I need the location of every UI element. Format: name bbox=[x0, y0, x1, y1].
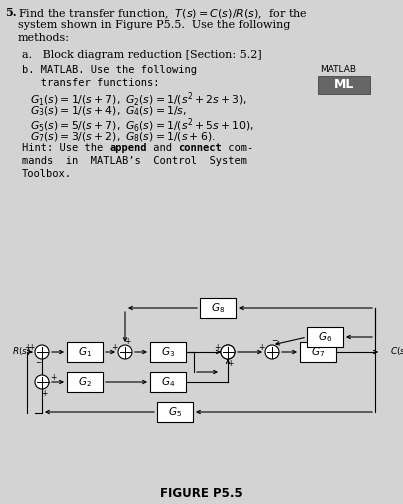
Text: $G_1$: $G_1$ bbox=[78, 345, 92, 359]
Text: Hint: Use the: Hint: Use the bbox=[22, 143, 110, 153]
Text: $G_7(s) = 3/(s + 2),\ G_8(s) = 1/(s + 6).$: $G_7(s) = 3/(s + 2),\ G_8(s) = 1/(s + 6)… bbox=[30, 130, 216, 144]
Text: $G_3(s) = 1/(s + 4),\ G_4(s) = 1/s,$: $G_3(s) = 1/(s + 4),\ G_4(s) = 1/s,$ bbox=[30, 104, 187, 117]
Text: a.   Block diagram reduction [Section: 5.2]: a. Block diagram reduction [Section: 5.2… bbox=[22, 50, 262, 60]
Text: +: + bbox=[124, 337, 130, 346]
Bar bbox=[157, 402, 193, 422]
Text: $G_6$: $G_6$ bbox=[318, 330, 332, 344]
Text: 5.: 5. bbox=[5, 7, 17, 18]
Text: +: + bbox=[50, 373, 56, 383]
Text: Toolbox.: Toolbox. bbox=[22, 169, 72, 179]
Circle shape bbox=[265, 345, 279, 359]
Text: system shown in Figure P5.5.  Use the following: system shown in Figure P5.5. Use the fol… bbox=[18, 20, 291, 30]
Text: $G_4$: $G_4$ bbox=[161, 375, 175, 389]
Text: $R(s)$: $R(s)$ bbox=[12, 345, 31, 357]
Bar bbox=[307, 327, 343, 347]
Bar bbox=[67, 372, 103, 392]
Text: MATLAB: MATLAB bbox=[320, 65, 356, 74]
Text: $G_7$: $G_7$ bbox=[311, 345, 325, 359]
Circle shape bbox=[118, 345, 132, 359]
Text: +: + bbox=[41, 389, 47, 398]
Text: +: + bbox=[227, 358, 233, 367]
Text: ML: ML bbox=[334, 79, 354, 92]
Text: Find the transfer function,  $T(s) = C(s)/R(s)$,  for the: Find the transfer function, $T(s) = C(s)… bbox=[18, 7, 307, 21]
Text: +: + bbox=[258, 344, 264, 352]
Text: com-: com- bbox=[222, 143, 253, 153]
Text: $G_1(s) = 1/(s + 7),\ G_2(s) = 1/(s^2 + 2s + 3),$: $G_1(s) = 1/(s + 7),\ G_2(s) = 1/(s^2 + … bbox=[30, 91, 247, 109]
Bar bbox=[318, 76, 370, 94]
Bar bbox=[150, 342, 186, 362]
Text: FIGURE P5.5: FIGURE P5.5 bbox=[160, 487, 242, 500]
Text: −: − bbox=[271, 337, 277, 346]
Text: +: + bbox=[24, 343, 30, 351]
Text: and: and bbox=[147, 143, 178, 153]
Text: $G_5$: $G_5$ bbox=[168, 405, 182, 419]
Bar bbox=[200, 298, 236, 318]
Text: −: − bbox=[35, 358, 41, 367]
Circle shape bbox=[35, 375, 49, 389]
Text: mands  in  MATLAB’s  Control  System: mands in MATLAB’s Control System bbox=[22, 156, 247, 166]
Bar bbox=[150, 372, 186, 392]
Text: $C(s)$: $C(s)$ bbox=[390, 345, 403, 357]
Text: connect: connect bbox=[178, 143, 222, 153]
Text: append: append bbox=[110, 143, 147, 153]
Text: $G_8$: $G_8$ bbox=[211, 301, 225, 315]
Text: methods:: methods: bbox=[18, 33, 70, 43]
Text: +: + bbox=[214, 344, 220, 352]
Circle shape bbox=[221, 345, 235, 359]
Text: $G_3$: $G_3$ bbox=[161, 345, 175, 359]
Text: transfer functions:: transfer functions: bbox=[22, 78, 160, 88]
Circle shape bbox=[221, 345, 235, 359]
Bar bbox=[300, 342, 336, 362]
Text: +: + bbox=[111, 344, 117, 352]
Text: +: + bbox=[28, 344, 34, 352]
Bar bbox=[67, 342, 103, 362]
Text: $G_5(s) = 5/(s + 7),\ G_6(s) = 1/(s^2 + 5s + 10),$: $G_5(s) = 5/(s + 7),\ G_6(s) = 1/(s^2 + … bbox=[30, 117, 254, 135]
Circle shape bbox=[35, 345, 49, 359]
Text: b. MATLAB. Use the following: b. MATLAB. Use the following bbox=[22, 65, 197, 75]
Text: $G_2$: $G_2$ bbox=[78, 375, 92, 389]
